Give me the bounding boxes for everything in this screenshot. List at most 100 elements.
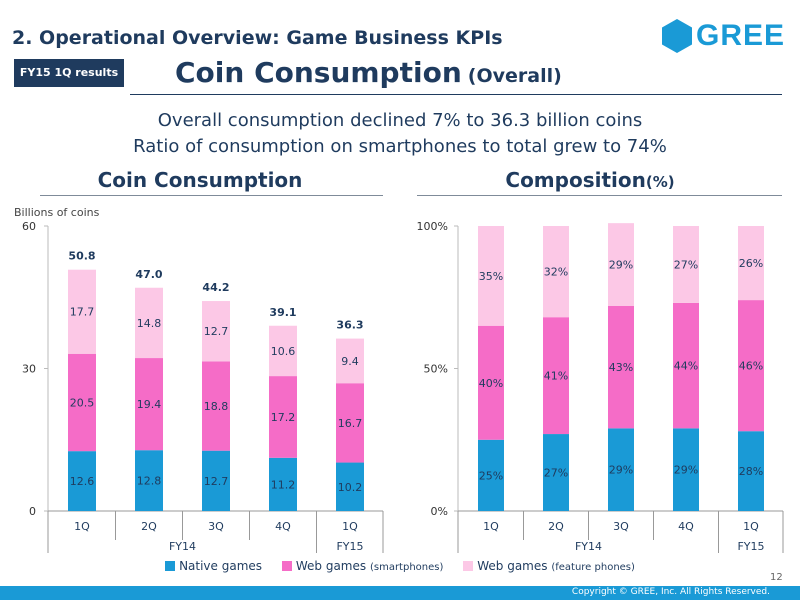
composition-data-label-feature: 26% (739, 257, 763, 270)
summary-line-2: Ratio of consumption on smartphones to t… (133, 136, 667, 157)
legend-label-feature: Web games (477, 559, 548, 573)
y-axis-units-label: Billions of coins (14, 206, 100, 219)
composition-data-label-smartphone: 43% (609, 361, 633, 374)
legend-label-native: Native games (179, 559, 263, 573)
page-number: 12 (770, 572, 783, 583)
gree-logo: GREE (660, 18, 784, 54)
consumption-data-label-native: 12.7 (204, 475, 229, 488)
consumption-bar-feature (202, 301, 230, 362)
composition-y-tick-label: 0% (431, 505, 448, 518)
consumption-total-label: 36.3 (336, 319, 363, 332)
composition-bar-native (478, 439, 504, 511)
consumption-data-label-feature: 14.8 (137, 317, 162, 330)
consumption-bar-feature (68, 269, 96, 354)
consumption-data-label-native: 12.8 (137, 475, 162, 488)
composition-bar-smartphone (478, 325, 504, 440)
consumption-x-tick-label: 3Q (208, 520, 224, 533)
composition-title: Composition (505, 168, 646, 192)
composition-bar-native (543, 434, 569, 511)
consumption-data-label-feature: 17.7 (70, 306, 95, 319)
consumption-total-label: 50.8 (68, 250, 95, 263)
consumption-bar-native (269, 457, 297, 511)
composition-data-label-native: 27% (544, 467, 568, 480)
consumption-y-tick-label: 30 (22, 363, 36, 376)
section-title: 2. Operational Overview: Game Business K… (12, 27, 503, 49)
legend-note-smartphone: (smartphones) (369, 562, 444, 573)
consumption-bar-native (202, 450, 230, 511)
composition-data-label-feature: 29% (609, 258, 633, 271)
composition-x-tick-label: 4Q (678, 520, 694, 533)
consumption-group-label: FY15 (336, 540, 363, 553)
composition-data-label-feature: 32% (544, 266, 568, 279)
composition-bar-smartphone (673, 302, 699, 429)
slide-title: Coin Consumption (Overall) (175, 56, 562, 89)
composition-unit: (%) (645, 173, 675, 191)
consumption-bar-smartphone (68, 353, 96, 452)
consumption-bar-smartphone (336, 383, 364, 463)
consumption-total-label: 44.2 (202, 281, 229, 294)
results-badge: FY15 1Q results (14, 59, 124, 87)
consumption-x-tick-label: 1Q (342, 520, 358, 533)
copyright-text: Copyright © GREE, Inc. All Rights Reserv… (571, 587, 770, 597)
summary-line-1: Overall consumption declined 7% to 36.3 … (157, 110, 643, 131)
composition-y-tick-label: 100% (417, 220, 448, 233)
consumption-data-label-smartphone: 17.2 (271, 411, 296, 424)
composition-bar-native (608, 428, 634, 511)
chart-heading-rule-left (40, 195, 383, 196)
composition-y-tick-label: 50% (424, 363, 448, 376)
consumption-bar-feature (336, 338, 364, 384)
consumption-y-tick-label: 0 (29, 505, 36, 518)
composition-bar-smartphone (608, 305, 634, 429)
legend-swatch-smartphone (281, 561, 292, 571)
chart-heading-composition: Composition(%) (445, 168, 735, 192)
composition-bar-feature (478, 226, 504, 326)
footer-bar: Copyright © GREE, Inc. All Rights Reserv… (0, 586, 800, 600)
composition-bar-feature (543, 226, 569, 318)
legend-note-feature: (feature phones) (551, 562, 635, 573)
legend-swatch-feature (463, 561, 474, 571)
legend: Native games Web games (smartphones) Web… (0, 559, 800, 573)
consumption-bar-native (336, 462, 364, 511)
chart-heading-rule-right (417, 195, 782, 196)
consumption-data-label-feature: 12.7 (204, 325, 229, 338)
consumption-data-label-native: 12.6 (70, 475, 95, 488)
consumption-bar-smartphone (135, 358, 163, 451)
composition-bar-feature (608, 223, 634, 306)
consumption-data-label-smartphone: 19.4 (137, 398, 162, 411)
slide-title-main: Coin Consumption (175, 56, 462, 89)
composition-data-label-feature: 27% (674, 258, 698, 271)
consumption-y-tick-label: 60 (22, 220, 36, 233)
composition-data-label-native: 28% (739, 465, 763, 478)
legend-swatch-native (165, 561, 176, 571)
legend-item-native: Native games (165, 559, 262, 573)
consumption-data-label-smartphone: 20.5 (70, 396, 95, 409)
composition-group-label: FY14 (575, 540, 602, 553)
consumption-total-label: 39.1 (269, 306, 296, 319)
consumption-data-label-feature: 9.4 (341, 355, 359, 368)
composition-bar-feature (673, 226, 699, 303)
composition-data-label-smartphone: 44% (674, 360, 698, 373)
slide-title-sub: (Overall) (467, 65, 562, 87)
composition-data-label-feature: 35% (479, 270, 503, 283)
legend-item-smartphone: Web games (smartphones) (281, 559, 444, 573)
legend-item-feature: Web games (feature phones) (463, 559, 635, 573)
composition-x-tick-label: 1Q (483, 520, 499, 533)
consumption-data-label-feature: 10.6 (271, 345, 296, 358)
composition-x-tick-label: 1Q (743, 520, 759, 533)
consumption-data-label-smartphone: 16.7 (338, 417, 363, 430)
legend-label-smartphone: Web games (295, 559, 367, 573)
consumption-x-tick-label: 4Q (275, 520, 291, 533)
consumption-bar-native (135, 450, 163, 511)
consumption-group-label: FY14 (169, 540, 196, 553)
consumption-bar-smartphone (269, 376, 297, 458)
consumption-bar-native (68, 451, 96, 511)
composition-data-label-smartphone: 46% (739, 360, 763, 373)
composition-bar-native (673, 428, 699, 511)
composition-bar-smartphone (543, 317, 569, 435)
consumption-data-label-smartphone: 18.8 (204, 400, 229, 413)
consumption-x-tick-label: 2Q (141, 520, 157, 533)
composition-data-label-native: 25% (479, 469, 503, 482)
consumption-data-label-native: 11.2 (271, 478, 296, 491)
logo-text: GREE (696, 19, 786, 52)
